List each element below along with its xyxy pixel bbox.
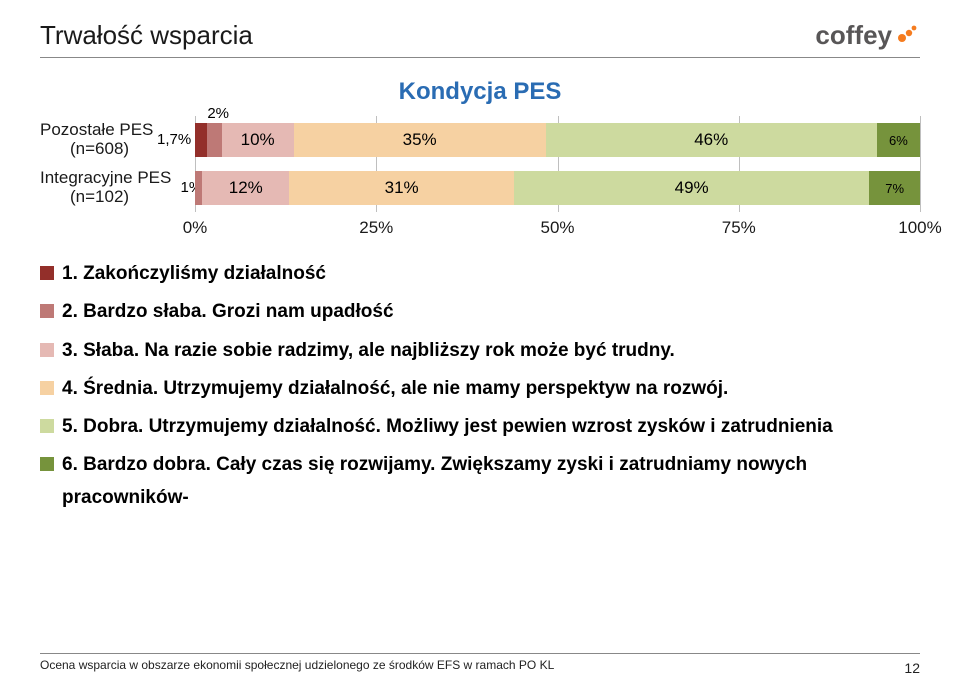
bar-segment (207, 123, 221, 157)
chart-plot: 1,7%2%10%35%46%6%1%12%31%49%7% (195, 116, 920, 212)
bar-segment: 31% (289, 171, 514, 205)
logo-text: coffey (815, 20, 892, 51)
x-tick-label: 0% (183, 218, 208, 238)
legend: 1. Zakończyliśmy działalność 2. Bardzo sł… (40, 258, 920, 514)
x-tick-label: 75% (722, 218, 756, 238)
legend-text: 6. Bardzo dobra. Cały czas się rozwijamy… (62, 449, 920, 514)
legend-text: 2. Bardzo słaba. Grozi nam upadłość (62, 296, 394, 328)
bar-row: 12%31%49%7% (195, 171, 920, 205)
legend-swatch (40, 419, 54, 433)
segment-label: 2% (207, 105, 229, 122)
legend-text: 5. Dobra. Utrzymujemy działalność. Możli… (62, 411, 833, 443)
x-axis: 0%25%50%75%100% (195, 218, 920, 240)
legend-item: 4. Średnia. Utrzymujemy działalność, ale… (40, 373, 920, 405)
page-title: Trwałość wsparcia (40, 20, 253, 51)
bar-segment: 35% (294, 123, 546, 157)
legend-item: 1. Zakończyliśmy działalność (40, 258, 920, 290)
header: Trwałość wsparcia coffey (40, 20, 920, 58)
bar-segment: 49% (514, 171, 869, 205)
legend-swatch (40, 304, 54, 318)
logo: coffey (815, 20, 920, 51)
chart-area: Pozostałe PES(n=608)Integracyjne PES(n=1… (40, 116, 920, 212)
legend-item: 2. Bardzo słaba. Grozi nam upadłość (40, 296, 920, 328)
x-tick-label: 100% (898, 218, 941, 238)
bar-segment (195, 171, 202, 205)
bar-segment (195, 123, 207, 157)
bar-segment: 6% (877, 123, 920, 157)
bar-segment: 12% (202, 171, 289, 205)
legend-item: 5. Dobra. Utrzymujemy działalność. Możli… (40, 411, 920, 443)
bar-row: 10%35%46%6% (195, 123, 920, 157)
category-label: Integracyjne PES(n=102) (40, 164, 195, 212)
gridline (920, 116, 921, 212)
footer: Ocena wsparcia w obszarze ekonomii społe… (40, 649, 920, 672)
segment-label: 1,7% (157, 131, 191, 148)
footer-text: Ocena wsparcia w obszarze ekonomii społe… (40, 658, 554, 672)
bar-segment: 10% (222, 123, 294, 157)
legend-text: 1. Zakończyliśmy działalność (62, 258, 326, 290)
page-number: 12 (904, 660, 920, 676)
x-tick-label: 50% (540, 218, 574, 238)
legend-swatch (40, 343, 54, 357)
legend-item: 6. Bardzo dobra. Cały czas się rozwijamy… (40, 449, 920, 514)
legend-text: 3. Słaba. Na razie sobie radzimy, ale na… (62, 335, 675, 367)
legend-item: 3. Słaba. Na razie sobie radzimy, ale na… (40, 335, 920, 367)
x-tick-label: 25% (359, 218, 393, 238)
legend-swatch (40, 457, 54, 471)
logo-icon (894, 23, 920, 49)
legend-swatch (40, 381, 54, 395)
chart-title: Kondycja PES (40, 78, 920, 106)
bar-segment: 46% (546, 123, 877, 157)
bar-segment: 7% (869, 171, 920, 205)
legend-swatch (40, 266, 54, 280)
legend-text: 4. Średnia. Utrzymujemy działalność, ale… (62, 373, 728, 405)
